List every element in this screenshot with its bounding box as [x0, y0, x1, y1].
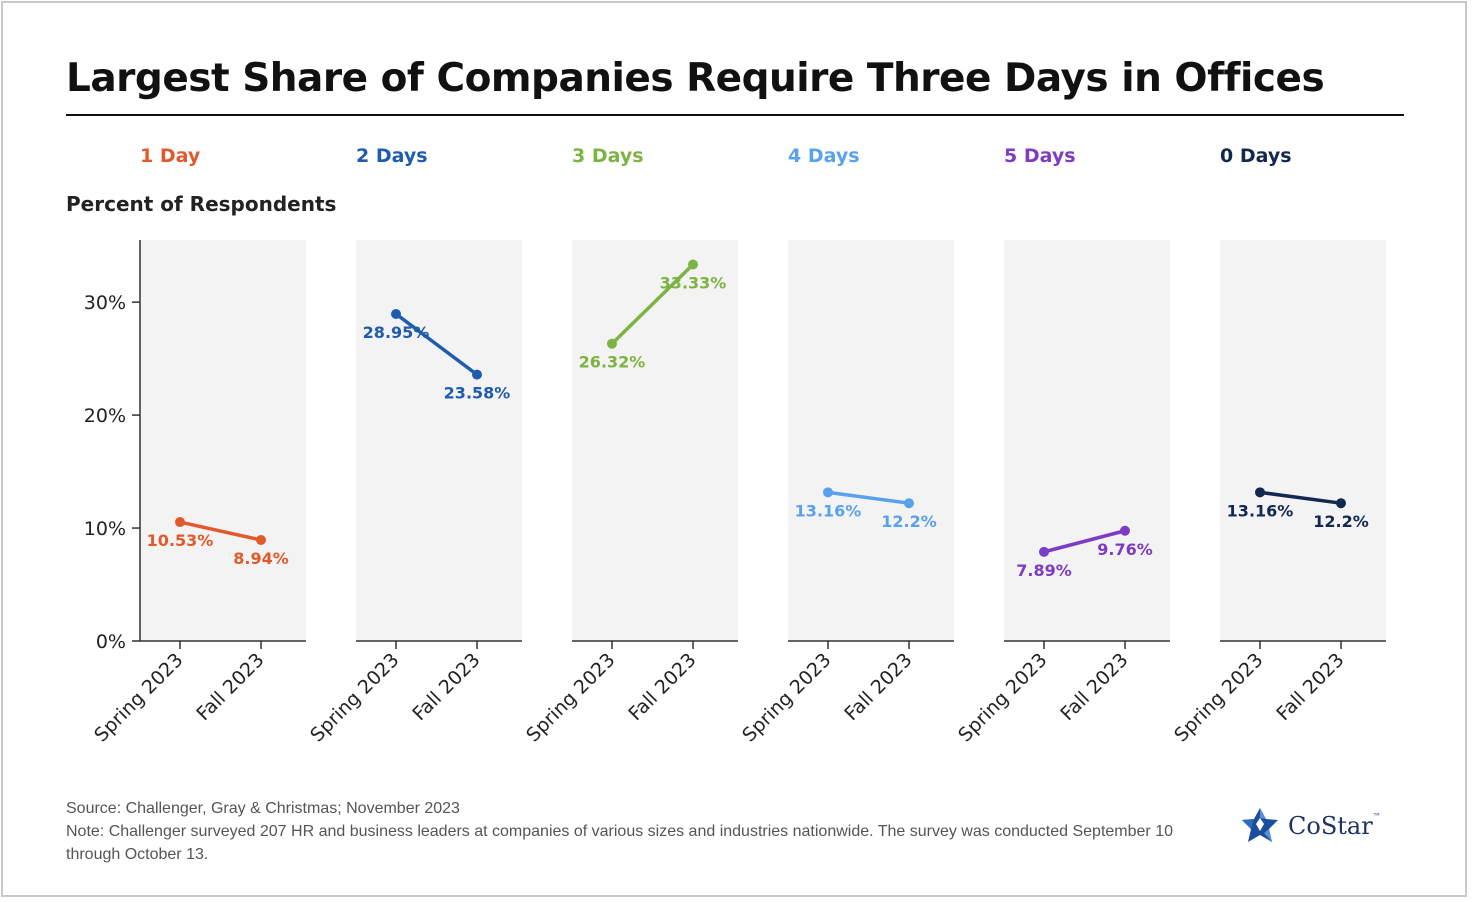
data-label: 23.58%: [444, 384, 511, 403]
panel-background: [572, 240, 738, 641]
series-line: [610, 262, 695, 346]
logo-text: CoStar: [1288, 812, 1373, 840]
data-point: [607, 338, 617, 349]
series-line: [1258, 490, 1343, 505]
data-label: 28.95%: [363, 323, 430, 342]
panel-background: [788, 240, 954, 641]
data-label: 12.2%: [1313, 512, 1369, 531]
x-tick-label: Fall 2023: [1272, 649, 1348, 725]
logo-trademark: ™: [1372, 812, 1381, 821]
series-line: [826, 490, 911, 505]
data-point: [1336, 498, 1346, 509]
source-note: Source: Challenger, Gray & Christmas; No…: [66, 800, 460, 817]
series-line: [178, 520, 263, 542]
costar-logo: CoStar™: [1240, 806, 1390, 850]
x-tick-label: Fall 2023: [1056, 649, 1132, 725]
series-line: [394, 312, 479, 377]
y-tick-label: 10%: [84, 518, 126, 540]
panel-background: [140, 240, 306, 641]
data-point: [823, 487, 833, 498]
data-label: 8.94%: [233, 549, 289, 568]
y-axis-label: Percent of Respondents: [66, 192, 337, 216]
data-point: [256, 535, 266, 546]
data-label: 9.76%: [1097, 540, 1153, 559]
series-header-label: 3 Days: [572, 145, 644, 167]
x-tick-label: Spring 2023: [522, 649, 619, 746]
costar-star-icon: [1242, 808, 1278, 842]
series-header-label: 1 Day: [140, 145, 201, 167]
series-header-label: 5 Days: [1004, 145, 1076, 167]
series-header-label: 2 Days: [356, 145, 428, 167]
series-header-label: 4 Days: [788, 145, 860, 167]
y-tick-label: 30%: [84, 292, 126, 314]
data-point: [1039, 546, 1049, 557]
title-divider: [66, 114, 1404, 116]
data-label: 26.32%: [579, 353, 646, 372]
data-label: 33.33%: [660, 274, 727, 293]
data-point: [904, 498, 914, 509]
data-label: 13.16%: [1227, 501, 1294, 520]
data-point: [472, 369, 482, 380]
x-tick-label: Fall 2023: [624, 649, 700, 725]
survey-note: Note: Challenger surveyed 207 HR and bus…: [66, 823, 1173, 863]
data-point: [1255, 487, 1265, 498]
panel-background: [1220, 240, 1386, 641]
y-tick-label: 0%: [96, 631, 126, 653]
y-tick-label: 20%: [84, 405, 126, 427]
panel-background: [356, 240, 522, 641]
x-tick-label: Spring 2023: [306, 649, 403, 746]
data-label: 13.16%: [795, 501, 862, 520]
x-tick-label: Fall 2023: [192, 649, 268, 725]
data-label: 7.89%: [1016, 561, 1072, 580]
x-tick-label: Fall 2023: [840, 649, 916, 725]
chart-footer: Source: Challenger, Gray & Christmas; No…: [66, 797, 1186, 866]
x-tick-label: Spring 2023: [738, 649, 835, 746]
series-header-label: 0 Days: [1220, 145, 1292, 167]
x-tick-label: Fall 2023: [408, 649, 484, 725]
chart-title: Largest Share of Companies Require Three…: [66, 56, 1325, 101]
data-point: [1120, 525, 1130, 536]
x-tick-label: Spring 2023: [1170, 649, 1267, 746]
data-point: [688, 259, 698, 270]
data-label: 12.2%: [881, 512, 937, 531]
panel-background: [1004, 240, 1170, 641]
series-line: [1042, 529, 1127, 554]
x-tick-label: Spring 2023: [954, 649, 1051, 746]
x-tick-label: Spring 2023: [90, 649, 187, 746]
data-point: [175, 517, 185, 528]
data-point: [391, 308, 401, 319]
data-label: 10.53%: [147, 531, 214, 550]
